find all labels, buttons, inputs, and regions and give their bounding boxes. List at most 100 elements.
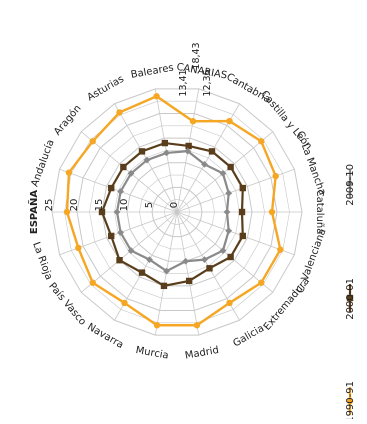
category-label-andalucia: Andalucía (29, 138, 57, 188)
category-label-asturias: Asturias (85, 74, 126, 104)
legend-item-2009-10: 2009-10 (345, 164, 356, 206)
labels: 0 5 10 15 20 25 ESPAÑA AndalucíaAragónAsturiasB… (27, 42, 329, 361)
data-point (219, 170, 227, 177)
data-point (117, 188, 125, 195)
data-point (89, 138, 96, 145)
category-label-aragon: Aragón (51, 102, 83, 137)
data-point (238, 208, 246, 216)
data-point (346, 294, 354, 302)
legend: 1990-91 2000-01 2009-10 (345, 164, 356, 423)
data-point (258, 279, 265, 286)
legend-label: 1990-91 (345, 381, 356, 419)
data-point (160, 282, 168, 290)
radial-tick-label: 15 (94, 199, 105, 212)
data-point (193, 322, 201, 329)
value-annotation: 13,41 (178, 69, 189, 96)
category-label-navarra: Navarra (85, 322, 125, 351)
radial-tick-label: 20 (69, 199, 80, 212)
grid-spoke (176, 211, 274, 293)
legend-label: 2009-10 (345, 164, 356, 206)
value-annotation: 18,43 (191, 42, 202, 69)
series-1990-91 (63, 93, 284, 329)
grid (51, 88, 303, 336)
data-point (153, 322, 161, 329)
category-label-extremadura: Extremadura (262, 276, 312, 333)
data-point (75, 244, 82, 252)
series-2000-01 (98, 139, 246, 290)
data-point (185, 142, 192, 150)
data-point (277, 246, 284, 253)
grid-spoke (114, 103, 178, 213)
data-point (223, 208, 231, 216)
radial-tick-label: 0 (169, 202, 180, 208)
data-point (117, 229, 125, 236)
series-2009-10 (113, 147, 233, 275)
data-point (225, 227, 233, 235)
data-point (163, 267, 170, 275)
data-point (138, 148, 146, 155)
data-point (227, 253, 234, 261)
data-point (89, 279, 96, 286)
data-point (185, 277, 193, 285)
category-label-murcia: Murcia (135, 345, 170, 362)
category-label-espana: ESPAÑA (27, 190, 40, 235)
data-point (108, 232, 115, 240)
data-point (227, 163, 234, 171)
grid-spoke (80, 131, 178, 213)
category-label-madrid: Madrid (184, 345, 220, 362)
category-label-pais-vasco: País Vasco (46, 280, 89, 327)
value-annotation: 12,36 (202, 69, 213, 96)
data-point (63, 208, 71, 216)
category-label-la-rioja: La Rioja (30, 241, 54, 282)
legend-item-2000-01: 2000-01 (345, 278, 356, 320)
data-point (127, 170, 135, 177)
data-point (346, 180, 354, 188)
data-point (113, 208, 121, 216)
data-point (225, 189, 233, 197)
data-point (258, 138, 265, 145)
radial-tick-label: 25 (44, 199, 55, 212)
radial-tick-label: 5 (144, 202, 155, 208)
grid-spoke (176, 211, 200, 336)
legend-item-1990-91: 1990-91 (345, 381, 356, 423)
radial-tick-label: 10 (119, 199, 130, 212)
data-point (98, 208, 106, 216)
data-point (208, 148, 216, 155)
series-line (115, 150, 230, 273)
legend-label: 2000-01 (345, 278, 356, 320)
data-point (116, 109, 123, 116)
data-point (184, 147, 192, 155)
data-point (239, 232, 246, 240)
data-point (120, 163, 127, 171)
grid-spoke (176, 211, 295, 256)
data-point (121, 299, 128, 307)
data-point (239, 184, 246, 192)
data-point (346, 397, 354, 405)
data-point (201, 160, 208, 168)
data-point (226, 117, 233, 125)
series-layer (63, 93, 284, 329)
data-point (108, 184, 115, 192)
data-point (138, 269, 146, 276)
data-point (182, 257, 190, 265)
data-point (65, 169, 73, 176)
data-point (219, 247, 227, 254)
data-point (143, 156, 151, 164)
data-point (153, 93, 160, 100)
data-point (206, 265, 213, 272)
data-point (268, 208, 276, 216)
data-point (201, 256, 208, 264)
data-point (127, 247, 135, 254)
data-point (163, 149, 170, 157)
grid-spoke (80, 211, 178, 293)
data-point (189, 118, 197, 125)
data-point (146, 256, 153, 264)
category-label-baleares: Baleares (130, 62, 175, 80)
data-point (226, 299, 233, 307)
grid-spoke (176, 131, 274, 213)
data-point (116, 257, 123, 264)
data-point (272, 172, 279, 180)
category-label-galicia: Galicia (231, 323, 266, 349)
